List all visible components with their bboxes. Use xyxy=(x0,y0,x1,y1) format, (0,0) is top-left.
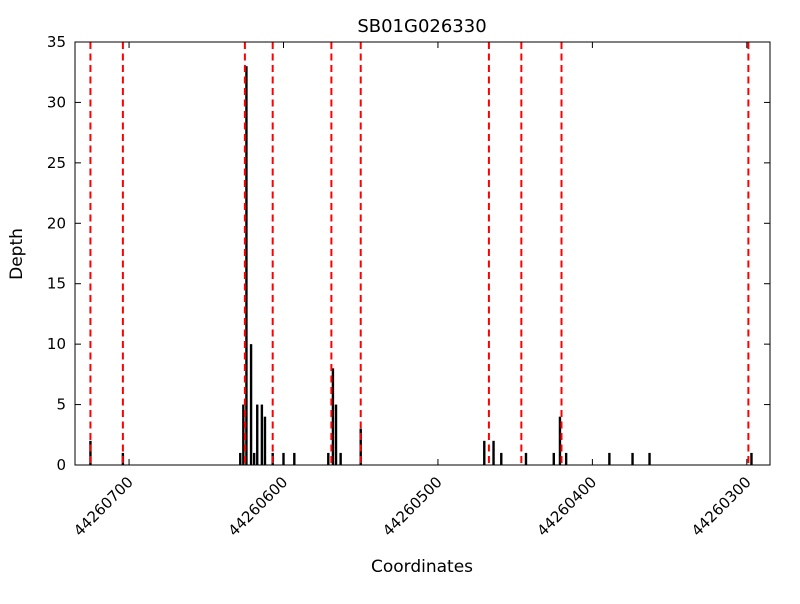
depth-bar xyxy=(500,452,503,465)
x-tick-label: 44260400 xyxy=(533,473,600,540)
depth-bar xyxy=(750,452,753,465)
y-tick-label: 30 xyxy=(47,93,66,111)
depth-bar xyxy=(239,452,242,465)
depth-bar xyxy=(89,440,92,465)
depth-bar xyxy=(331,368,335,465)
x-tick-label: 44260600 xyxy=(225,473,292,540)
x-tick-label: 44260300 xyxy=(688,473,755,540)
depth-bar xyxy=(524,452,528,465)
x-tick-label: 44260700 xyxy=(70,473,137,540)
depth-bar xyxy=(327,452,330,465)
depth-bar xyxy=(293,452,296,465)
depth-bar xyxy=(558,416,562,465)
y-tick-label: 35 xyxy=(47,33,66,51)
depth-bar xyxy=(552,452,555,465)
depth-bar xyxy=(648,452,651,465)
y-tick-label: 10 xyxy=(47,335,66,353)
x-tick-label: 44260500 xyxy=(379,473,446,540)
x-axis-label: Coordinates xyxy=(371,557,473,577)
depth-bar xyxy=(252,452,256,465)
depth-bar xyxy=(260,404,264,465)
plot-area: 0 5 10 15 20 25 30 35 44260700 44260600 44260500 44… xyxy=(47,33,771,540)
y-tick-label: 0 xyxy=(56,456,66,474)
depth-bar xyxy=(245,66,248,466)
depth-bar xyxy=(339,452,342,465)
depth-bar xyxy=(263,416,267,465)
depth-bar xyxy=(256,404,259,465)
y-tick-label: 5 xyxy=(56,396,66,414)
depth-bar xyxy=(608,452,611,465)
y-tick-label: 25 xyxy=(47,154,66,172)
plot-frame xyxy=(74,41,771,466)
depth-bar xyxy=(492,440,495,465)
depth-bar xyxy=(564,452,568,465)
chart-title: SB01G026330 xyxy=(357,16,486,37)
depth-bar xyxy=(483,440,486,465)
y-tick-label: 15 xyxy=(47,275,66,293)
y-tick-label: 20 xyxy=(47,214,66,232)
depth-bar xyxy=(249,344,253,465)
depth-bar xyxy=(242,404,245,465)
y-axis-label: Depth xyxy=(7,228,27,280)
depth-bar xyxy=(631,452,634,465)
depth-bar xyxy=(334,404,338,465)
depth-bar xyxy=(282,452,285,465)
